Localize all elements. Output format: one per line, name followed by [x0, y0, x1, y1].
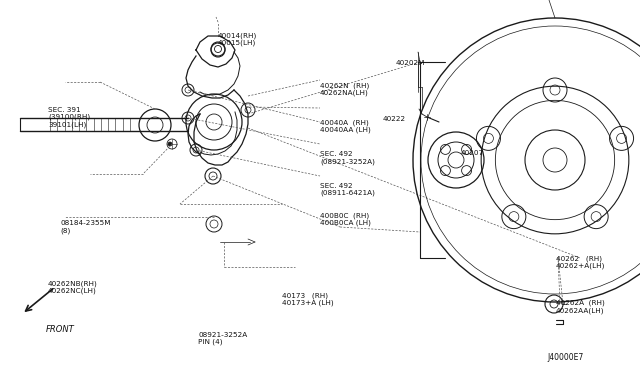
Text: SEC. 492
(08921-3252A): SEC. 492 (08921-3252A) — [320, 151, 375, 165]
Text: 40040A  (RH)
40040AA (LH): 40040A (RH) 40040AA (LH) — [320, 119, 371, 134]
Text: J40000E7: J40000E7 — [547, 353, 584, 362]
Text: 08184-2355M
(8): 08184-2355M (8) — [61, 220, 111, 234]
Circle shape — [168, 142, 172, 146]
Text: 40262A  (RH)
40262AA(LH): 40262A (RH) 40262AA(LH) — [556, 300, 604, 314]
Text: 40014(RH)
40015(LH): 40014(RH) 40015(LH) — [218, 32, 257, 46]
Text: 400B0C  (RH)
400B0CA (LH): 400B0C (RH) 400B0CA (LH) — [320, 212, 371, 227]
Text: 40207: 40207 — [461, 150, 484, 155]
Text: FRONT: FRONT — [46, 325, 75, 334]
Text: 08921-3252A
PIN (4): 08921-3252A PIN (4) — [198, 332, 248, 345]
Text: 40202M: 40202M — [396, 60, 425, 66]
Text: 40262   (RH)
40262+A(LH): 40262 (RH) 40262+A(LH) — [556, 255, 605, 269]
Text: 40262N  (RH)
40262NA(LH): 40262N (RH) 40262NA(LH) — [320, 82, 369, 96]
Text: SEC. 492
(08911-6421A): SEC. 492 (08911-6421A) — [320, 183, 375, 196]
Text: 40173   (RH)
40173+A (LH): 40173 (RH) 40173+A (LH) — [282, 292, 333, 307]
Text: SEC. 391
(39100(RH)
39101(LH): SEC. 391 (39100(RH) 39101(LH) — [48, 107, 90, 128]
Text: 40222: 40222 — [383, 116, 406, 122]
Text: 40262NB(RH)
40262NC(LH): 40262NB(RH) 40262NC(LH) — [48, 280, 98, 294]
